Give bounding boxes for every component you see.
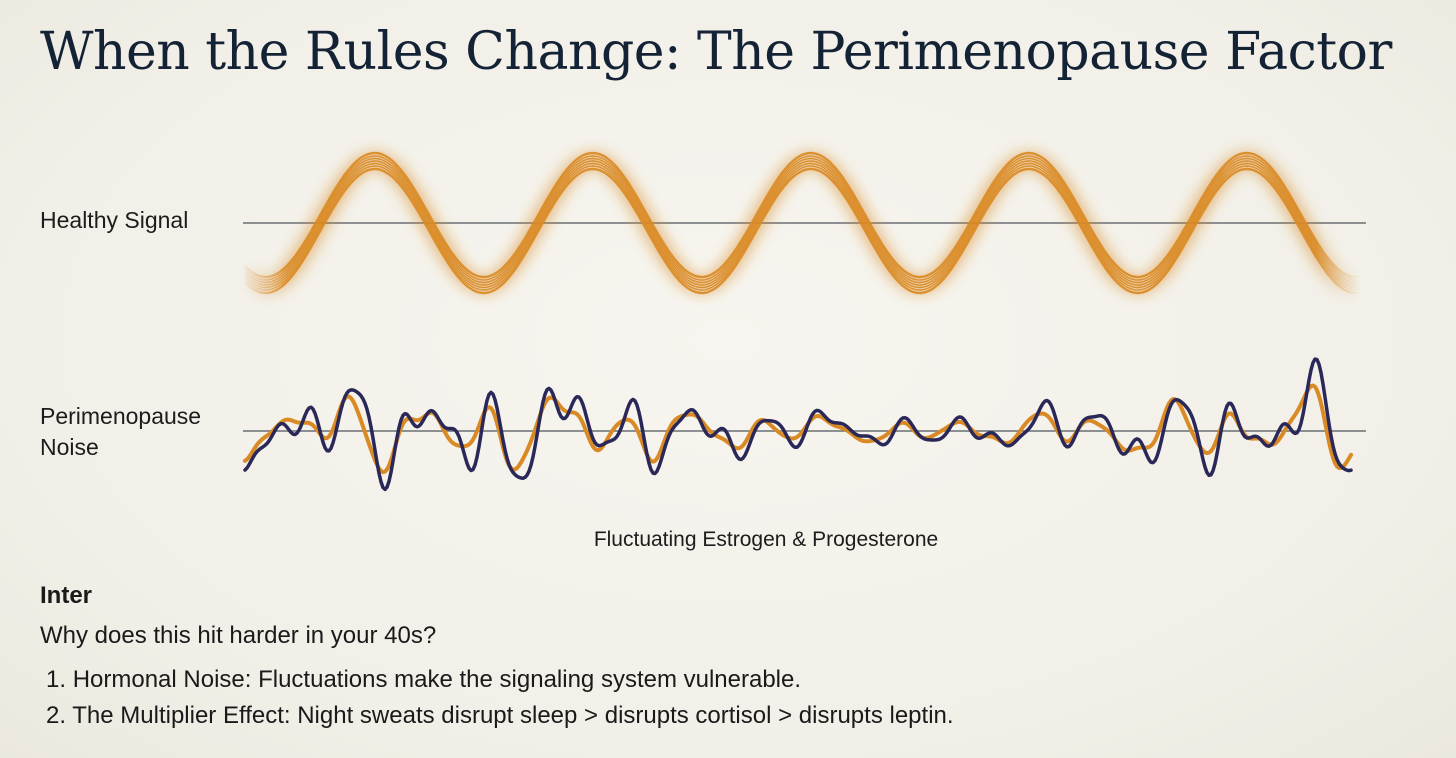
healthy-wave-strand <box>244 165 1365 291</box>
healthy-wave-strand <box>244 151 1365 279</box>
healthy-wave-strand <box>244 162 1365 289</box>
healthy-wave-strand <box>244 155 1365 281</box>
list-item: 1. Hormonal Noise: Fluctuations make the… <box>46 666 802 693</box>
noise-label-line1: Perimenopause <box>40 403 202 429</box>
healthy-sine-wave <box>238 150 1368 296</box>
healthy-wave-strand <box>244 157 1365 284</box>
healthy-wave-strand <box>244 167 1365 295</box>
section-heading: Inter <box>40 582 93 609</box>
healthy-wave-strand <box>244 160 1365 286</box>
estrogen-noise-wave <box>243 357 1353 492</box>
page-title: When the Rules Change: The Perimenopause… <box>40 22 1392 82</box>
perimenopause-noise-label: Perimenopause Noise <box>40 401 240 463</box>
healthy-signal-label: Healthy Signal <box>40 207 189 233</box>
list-item: 2. The Multiplier Effect: Night sweats d… <box>46 702 954 729</box>
question-text: Why does this hit harder in your 40s? <box>40 622 437 649</box>
explanation-list: 1. Hormonal Noise: Fluctuations make the… <box>46 662 954 734</box>
noise-label-line2: Noise <box>40 434 99 460</box>
progesterone-noise-wave <box>243 383 1353 475</box>
noise-caption: Fluctuating Estrogen & Progesterone <box>593 528 939 551</box>
